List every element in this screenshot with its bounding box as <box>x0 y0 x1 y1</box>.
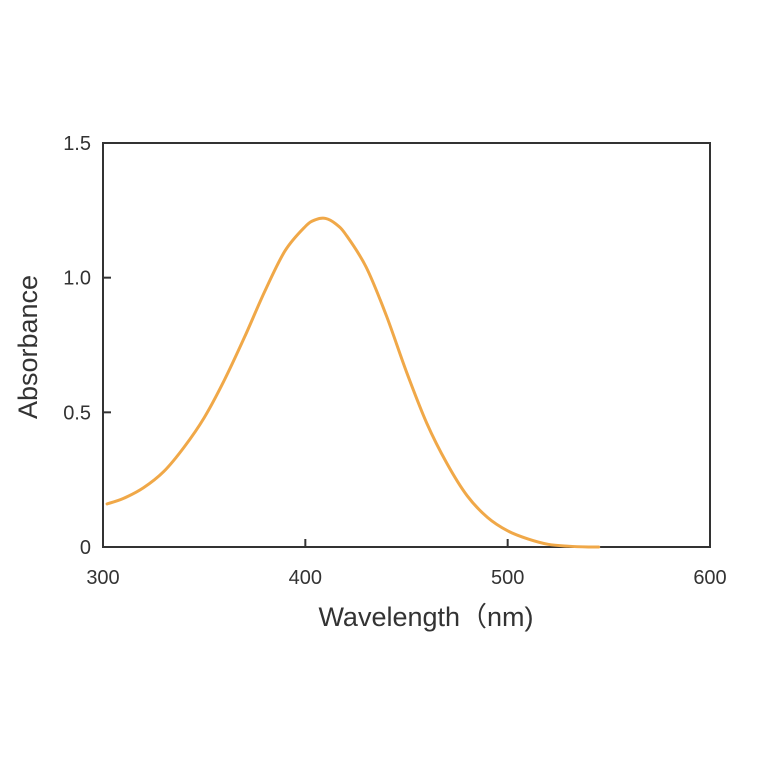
y-axis: 0 0.5 1.0 1.5 <box>63 133 111 559</box>
x-tick-label: 500 <box>491 567 524 589</box>
absorbance-curve <box>105 216 601 549</box>
x-tick-label: 600 <box>693 567 726 589</box>
y-tick-label: 1.5 <box>63 133 91 155</box>
plot-frame <box>102 142 711 548</box>
x-tick-label: 400 <box>289 567 322 589</box>
y-axis-title: Absorbance <box>13 275 43 419</box>
y-tick-label: 1.0 <box>63 268 91 290</box>
x-tick-label: 300 <box>86 567 119 589</box>
y-tick-label: 0 <box>80 537 91 559</box>
y-tick-label: 0.5 <box>63 402 91 424</box>
x-axis: 300 400 500 600 <box>86 539 727 589</box>
x-axis-title: Wavelength（nm) <box>318 602 533 632</box>
